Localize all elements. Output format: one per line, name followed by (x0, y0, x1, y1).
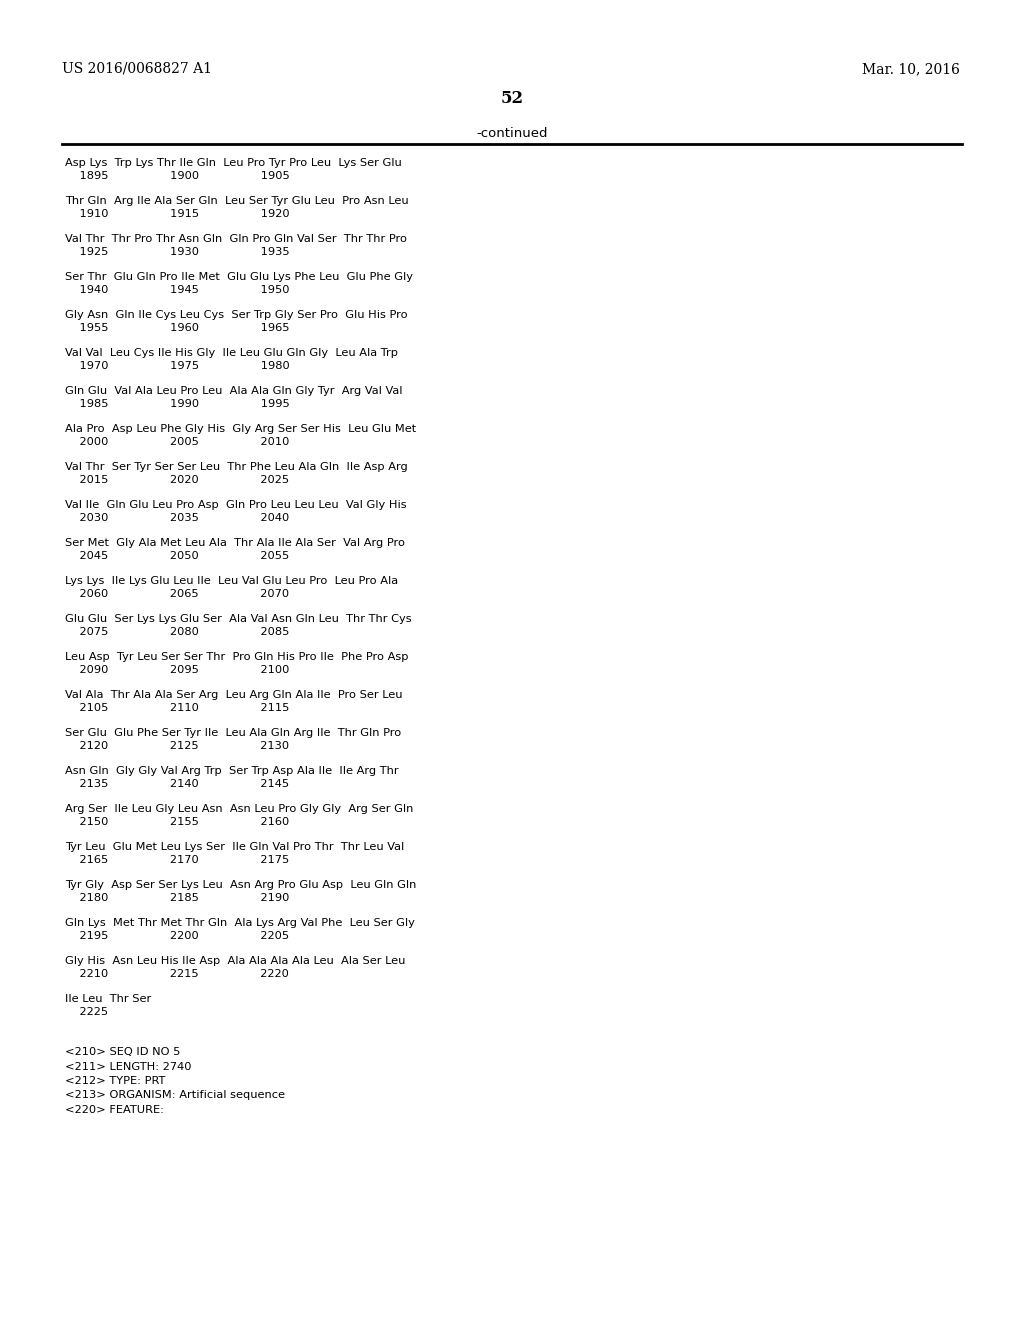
Text: -continued: -continued (476, 127, 548, 140)
Text: 1970                 1975                 1980: 1970 1975 1980 (65, 360, 290, 371)
Text: 2015                 2020                 2025: 2015 2020 2025 (65, 475, 289, 484)
Text: 52: 52 (501, 90, 523, 107)
Text: Gly His  Asn Leu His Ile Asp  Ala Ala Ala Ala Leu  Ala Ser Leu: Gly His Asn Leu His Ile Asp Ala Ala Ala … (65, 956, 406, 966)
Text: 2030                 2035                 2040: 2030 2035 2040 (65, 513, 289, 523)
Text: Arg Ser  Ile Leu Gly Leu Asn  Asn Leu Pro Gly Gly  Arg Ser Gln: Arg Ser Ile Leu Gly Leu Asn Asn Leu Pro … (65, 804, 414, 814)
Text: 2120                 2125                 2130: 2120 2125 2130 (65, 741, 289, 751)
Text: Leu Asp  Tyr Leu Ser Ser Thr  Pro Gln His Pro Ile  Phe Pro Asp: Leu Asp Tyr Leu Ser Ser Thr Pro Gln His … (65, 652, 409, 663)
Text: 2045                 2050                 2055: 2045 2050 2055 (65, 550, 289, 561)
Text: 2180                 2185                 2190: 2180 2185 2190 (65, 894, 290, 903)
Text: 1985                 1990                 1995: 1985 1990 1995 (65, 399, 290, 409)
Text: <210> SEQ ID NO 5: <210> SEQ ID NO 5 (65, 1047, 180, 1057)
Text: 2075                 2080                 2085: 2075 2080 2085 (65, 627, 290, 638)
Text: Glu Glu  Ser Lys Lys Glu Ser  Ala Val Asn Gln Leu  Thr Thr Cys: Glu Glu Ser Lys Lys Glu Ser Ala Val Asn … (65, 614, 412, 624)
Text: Val Thr  Ser Tyr Ser Ser Leu  Thr Phe Leu Ala Gln  Ile Asp Arg: Val Thr Ser Tyr Ser Ser Leu Thr Phe Leu … (65, 462, 408, 473)
Text: <220> FEATURE:: <220> FEATURE: (65, 1105, 164, 1115)
Text: Gln Glu  Val Ala Leu Pro Leu  Ala Ala Gln Gly Tyr  Arg Val Val: Gln Glu Val Ala Leu Pro Leu Ala Ala Gln … (65, 385, 402, 396)
Text: <213> ORGANISM: Artificial sequence: <213> ORGANISM: Artificial sequence (65, 1090, 285, 1101)
Text: Thr Gln  Arg Ile Ala Ser Gln  Leu Ser Tyr Glu Leu  Pro Asn Leu: Thr Gln Arg Ile Ala Ser Gln Leu Ser Tyr … (65, 195, 409, 206)
Text: Ser Met  Gly Ala Met Leu Ala  Thr Ala Ile Ala Ser  Val Arg Pro: Ser Met Gly Ala Met Leu Ala Thr Ala Ile … (65, 539, 406, 548)
Text: Ile Leu  Thr Ser: Ile Leu Thr Ser (65, 994, 152, 1005)
Text: <212> TYPE: PRT: <212> TYPE: PRT (65, 1076, 165, 1086)
Text: Val Val  Leu Cys Ile His Gly  Ile Leu Glu Gln Gly  Leu Ala Trp: Val Val Leu Cys Ile His Gly Ile Leu Glu … (65, 348, 398, 358)
Text: 1925                 1930                 1935: 1925 1930 1935 (65, 247, 290, 257)
Text: Ser Thr  Glu Gln Pro Ile Met  Glu Glu Lys Phe Leu  Glu Phe Gly: Ser Thr Glu Gln Pro Ile Met Glu Glu Lys … (65, 272, 413, 282)
Text: 1895                 1900                 1905: 1895 1900 1905 (65, 172, 290, 181)
Text: 2195                 2200                 2205: 2195 2200 2205 (65, 931, 289, 941)
Text: 1910                 1915                 1920: 1910 1915 1920 (65, 209, 290, 219)
Text: Tyr Leu  Glu Met Leu Lys Ser  Ile Gln Val Pro Thr  Thr Leu Val: Tyr Leu Glu Met Leu Lys Ser Ile Gln Val … (65, 842, 404, 851)
Text: <211> LENGTH: 2740: <211> LENGTH: 2740 (65, 1061, 191, 1072)
Text: Ser Glu  Glu Phe Ser Tyr Ile  Leu Ala Gln Arg Ile  Thr Gln Pro: Ser Glu Glu Phe Ser Tyr Ile Leu Ala Gln … (65, 729, 401, 738)
Text: 2000                 2005                 2010: 2000 2005 2010 (65, 437, 290, 447)
Text: Gln Lys  Met Thr Met Thr Gln  Ala Lys Arg Val Phe  Leu Ser Gly: Gln Lys Met Thr Met Thr Gln Ala Lys Arg … (65, 917, 415, 928)
Text: Val Ala  Thr Ala Ala Ser Arg  Leu Arg Gln Ala Ile  Pro Ser Leu: Val Ala Thr Ala Ala Ser Arg Leu Arg Gln … (65, 690, 402, 700)
Text: Mar. 10, 2016: Mar. 10, 2016 (862, 62, 961, 77)
Text: Val Ile  Gln Glu Leu Pro Asp  Gln Pro Leu Leu Leu  Val Gly His: Val Ile Gln Glu Leu Pro Asp Gln Pro Leu … (65, 500, 407, 510)
Text: Tyr Gly  Asp Ser Ser Lys Leu  Asn Arg Pro Glu Asp  Leu Gln Gln: Tyr Gly Asp Ser Ser Lys Leu Asn Arg Pro … (65, 880, 417, 890)
Text: 2090                 2095                 2100: 2090 2095 2100 (65, 665, 290, 675)
Text: 2225: 2225 (65, 1007, 109, 1016)
Text: 2210                 2215                 2220: 2210 2215 2220 (65, 969, 289, 979)
Text: Lys Lys  Ile Lys Glu Leu Ile  Leu Val Glu Leu Pro  Leu Pro Ala: Lys Lys Ile Lys Glu Leu Ile Leu Val Glu … (65, 576, 398, 586)
Text: Val Thr  Thr Pro Thr Asn Gln  Gln Pro Gln Val Ser  Thr Thr Pro: Val Thr Thr Pro Thr Asn Gln Gln Pro Gln … (65, 234, 407, 244)
Text: 2105                 2110                 2115: 2105 2110 2115 (65, 704, 290, 713)
Text: 2135                 2140                 2145: 2135 2140 2145 (65, 779, 289, 789)
Text: Asn Gln  Gly Gly Val Arg Trp  Ser Trp Asp Ala Ile  Ile Arg Thr: Asn Gln Gly Gly Val Arg Trp Ser Trp Asp … (65, 766, 398, 776)
Text: 1955                 1960                 1965: 1955 1960 1965 (65, 323, 290, 333)
Text: Gly Asn  Gln Ile Cys Leu Cys  Ser Trp Gly Ser Pro  Glu His Pro: Gly Asn Gln Ile Cys Leu Cys Ser Trp Gly … (65, 310, 408, 319)
Text: 2060                 2065                 2070: 2060 2065 2070 (65, 589, 289, 599)
Text: 2150                 2155                 2160: 2150 2155 2160 (65, 817, 289, 828)
Text: US 2016/0068827 A1: US 2016/0068827 A1 (62, 62, 212, 77)
Text: Asp Lys  Trp Lys Thr Ile Gln  Leu Pro Tyr Pro Leu  Lys Ser Glu: Asp Lys Trp Lys Thr Ile Gln Leu Pro Tyr … (65, 158, 401, 168)
Text: 2165                 2170                 2175: 2165 2170 2175 (65, 855, 289, 865)
Text: 1940                 1945                 1950: 1940 1945 1950 (65, 285, 290, 294)
Text: Ala Pro  Asp Leu Phe Gly His  Gly Arg Ser Ser His  Leu Glu Met: Ala Pro Asp Leu Phe Gly His Gly Arg Ser … (65, 424, 416, 434)
